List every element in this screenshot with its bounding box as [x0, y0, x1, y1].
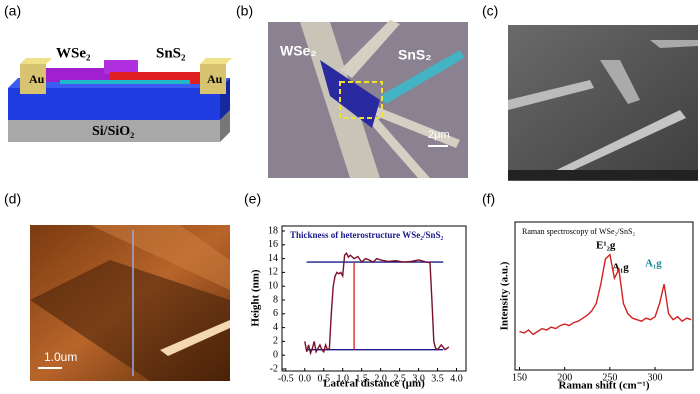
- afm-image: [30, 225, 230, 381]
- y-axis-label: Intensity (a.u.): [499, 261, 511, 330]
- y-tick-label: 4: [273, 322, 278, 333]
- optical-image: [268, 20, 468, 178]
- device-schematic: [8, 58, 232, 142]
- chart-title: Thickness of heterostructure WSe₂/SnS₂: [290, 230, 443, 240]
- annotation: E¹₂g: [596, 240, 616, 252]
- annotation: A₁g: [645, 258, 662, 270]
- au-label: Au: [207, 72, 223, 86]
- panel-label: (f): [482, 191, 495, 207]
- panel-label: (b): [236, 3, 253, 19]
- data-line: [519, 253, 692, 336]
- material-label: WSe₂: [280, 43, 317, 59]
- x-tick-label: 1.5: [355, 373, 368, 384]
- x-axis-label: Lateral distance (μm): [323, 378, 425, 390]
- y-tick-label: 0: [273, 349, 278, 360]
- material-label: WSe₂: [56, 45, 91, 61]
- y-tick-label: 18: [268, 225, 278, 236]
- annotation: A₁g: [612, 262, 629, 274]
- x-tick-label: 0.5: [317, 373, 330, 384]
- material-label: SnS₂: [398, 47, 431, 63]
- x-tick-label: 2.5: [393, 373, 406, 384]
- data-line: [304, 251, 450, 356]
- x-tick-label: 3.5: [431, 373, 444, 384]
- y-tick-label: -2: [270, 363, 278, 374]
- y-tick-label: 6: [273, 308, 278, 319]
- y-tick-label: 2: [273, 336, 278, 347]
- panel-label: (c): [482, 3, 498, 19]
- substrate-label: Si/SiO₂: [92, 124, 134, 139]
- x-tick-label: 300: [648, 372, 663, 383]
- scale-label: 1.0um: [44, 350, 77, 364]
- chart-title: Raman spectroscopy of WSe₂/SnS₂: [522, 227, 635, 236]
- y-tick-label: 10: [268, 280, 278, 291]
- x-tick-label: 1.0: [336, 373, 349, 384]
- x-tick-label: 200: [557, 372, 572, 383]
- scale-label: 2μm: [428, 129, 450, 141]
- material-label: SnS₂: [156, 45, 186, 61]
- x-tick-label: 3.0: [412, 373, 425, 384]
- x-tick-label: 0.0: [299, 373, 312, 384]
- x-tick-label: 250: [602, 372, 617, 383]
- y-tick-label: 12: [268, 267, 278, 278]
- panel-label: (d): [4, 191, 21, 207]
- x-tick-label: 150: [512, 372, 527, 383]
- y-tick-label: 14: [268, 253, 278, 264]
- plot-frame: [281, 225, 467, 372]
- panel-label: (e): [244, 191, 261, 207]
- y-axis-label: Height (nm): [250, 269, 262, 326]
- panel-label: (a): [4, 3, 21, 19]
- x-tick-label: 4.0: [450, 373, 463, 384]
- y-tick-label: 16: [268, 239, 278, 250]
- au-label: Au: [29, 72, 45, 86]
- plot-frame: [514, 221, 694, 371]
- y-tick-label: 8: [273, 294, 278, 305]
- x-tick-label: -0.5: [278, 373, 294, 384]
- x-tick-label: 2.0: [374, 373, 387, 384]
- sem-image: [508, 25, 698, 181]
- x-axis-label: Raman shift (cm⁻¹): [559, 380, 650, 392]
